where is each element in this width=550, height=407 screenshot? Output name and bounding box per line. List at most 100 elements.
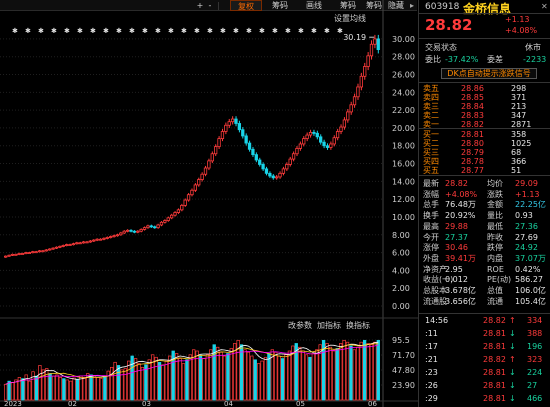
candle-body[interactable] (224, 124, 228, 132)
indicator-switch-button[interactable]: 换指标 (346, 320, 370, 330)
candle-body[interactable] (325, 145, 330, 148)
candle-body[interactable] (261, 164, 265, 170)
candle-body[interactable] (24, 252, 28, 254)
toolbar-next-icon[interactable]: ▸ (409, 1, 414, 10)
candle-body[interactable] (214, 146, 218, 155)
candle-body[interactable] (319, 136, 323, 143)
candle-body[interactable] (119, 232, 123, 236)
candle-body[interactable] (251, 148, 255, 156)
candle-body[interactable] (48, 248, 52, 251)
toolbar-drawline-button[interactable]: 画线 (306, 1, 322, 10)
candle-body[interactable] (98, 238, 103, 241)
zoom-out-button[interactable]: - (208, 1, 212, 10)
candle-body[interactable] (312, 131, 316, 134)
candle-body[interactable] (139, 229, 143, 232)
candle-body[interactable] (342, 119, 347, 128)
candle-body[interactable] (339, 126, 343, 132)
candle-body[interactable] (241, 129, 245, 137)
candle-body[interactable] (129, 229, 133, 232)
candle-body[interactable] (332, 137, 336, 145)
candle-body[interactable] (41, 250, 45, 253)
candle-body[interactable] (180, 204, 184, 211)
candle-body[interactable] (109, 236, 113, 238)
zoom-in-button[interactable]: + (196, 1, 204, 10)
candle-body[interactable] (44, 249, 48, 252)
candle-body[interactable] (366, 55, 370, 67)
fuquan-button[interactable]: 复权 (230, 0, 262, 11)
candle-body[interactable] (37, 250, 42, 253)
toolbar-chips-button[interactable]: 筹码 (272, 1, 288, 10)
toolbar-hide-button[interactable]: 隐藏 (388, 1, 404, 10)
candle-body[interactable] (186, 194, 191, 201)
candle-body[interactable] (281, 168, 286, 174)
candle-body[interactable] (230, 118, 235, 123)
candle-body[interactable] (278, 172, 282, 178)
candle-body[interactable] (322, 141, 326, 147)
candle-body[interactable] (7, 254, 11, 257)
toolbar-chips2-button[interactable]: 筹码 (340, 1, 356, 10)
toolbar-chips3-button[interactable]: 筹码 (366, 1, 382, 10)
candle-body[interactable] (64, 244, 69, 246)
candle-body[interactable] (102, 237, 106, 240)
close-icon[interactable]: ✕ (541, 2, 548, 11)
kline-chart[interactable]: 30.00 28.00 26.00 24.00 22.00 20.00 18.00 16.00… (0, 0, 418, 407)
candle-body[interactable] (163, 220, 167, 223)
candle-body[interactable] (298, 143, 302, 149)
candle-body[interactable] (54, 246, 59, 249)
indicator-params-button[interactable]: 改参数 (288, 320, 312, 330)
candle-body[interactable] (234, 118, 238, 124)
candle-body[interactable] (88, 240, 92, 243)
candle-body[interactable] (136, 230, 140, 233)
candle-body[interactable] (356, 86, 360, 98)
candle-body[interactable] (258, 159, 262, 165)
candle-body[interactable] (308, 131, 313, 136)
candle-body[interactable] (291, 153, 296, 160)
candle-body[interactable] (27, 252, 31, 254)
candle-body[interactable] (61, 245, 65, 247)
candle-body[interactable] (373, 38, 377, 45)
candle-body[interactable] (122, 230, 126, 234)
candle-body[interactable] (153, 226, 157, 229)
candle-body[interactable] (376, 38, 380, 50)
candle-body[interactable] (105, 237, 109, 239)
candle-body[interactable] (268, 172, 272, 177)
candle-body[interactable] (183, 199, 187, 206)
candle-body[interactable] (142, 227, 147, 230)
candle-body[interactable] (146, 225, 150, 229)
candle-body[interactable] (4, 255, 8, 258)
candle-body[interactable] (20, 253, 25, 255)
indicator-add-button[interactable]: 加指标 (317, 320, 341, 330)
candle-body[interactable] (31, 251, 35, 254)
candle-body[interactable] (34, 251, 38, 254)
candle-body[interactable] (78, 242, 82, 245)
candle-body[interactable] (14, 253, 18, 256)
candle-body[interactable] (17, 253, 21, 255)
candle-body[interactable] (68, 244, 72, 246)
candle-body[interactable] (132, 230, 137, 233)
candle-body[interactable] (193, 184, 197, 191)
dk-signal-banner[interactable]: DK点自动提示涨跌信号 (441, 68, 537, 79)
candle-body[interactable] (207, 160, 211, 169)
candle-body[interactable] (176, 209, 181, 213)
candle-body[interactable] (285, 164, 289, 170)
candle-body[interactable] (159, 221, 164, 226)
candle-body[interactable] (81, 241, 86, 244)
candle-body[interactable] (335, 131, 340, 139)
candle-body[interactable] (166, 217, 170, 221)
candle-body[interactable] (288, 158, 292, 165)
candle-body[interactable] (349, 104, 353, 113)
candle-body[interactable] (210, 153, 214, 162)
candle-body[interactable] (203, 167, 208, 175)
candle-body[interactable] (369, 43, 374, 57)
candle-body[interactable] (305, 134, 309, 140)
candle-body[interactable] (237, 123, 242, 131)
candle-body[interactable] (274, 176, 279, 179)
candle-body[interactable] (169, 214, 174, 219)
candle-body[interactable] (112, 235, 116, 238)
candle-body[interactable] (95, 238, 99, 241)
candle-body[interactable] (149, 225, 153, 228)
candle-body[interactable] (58, 245, 62, 248)
candle-body[interactable] (156, 224, 160, 229)
candle-body[interactable] (329, 143, 333, 148)
candle-body[interactable] (352, 96, 357, 106)
